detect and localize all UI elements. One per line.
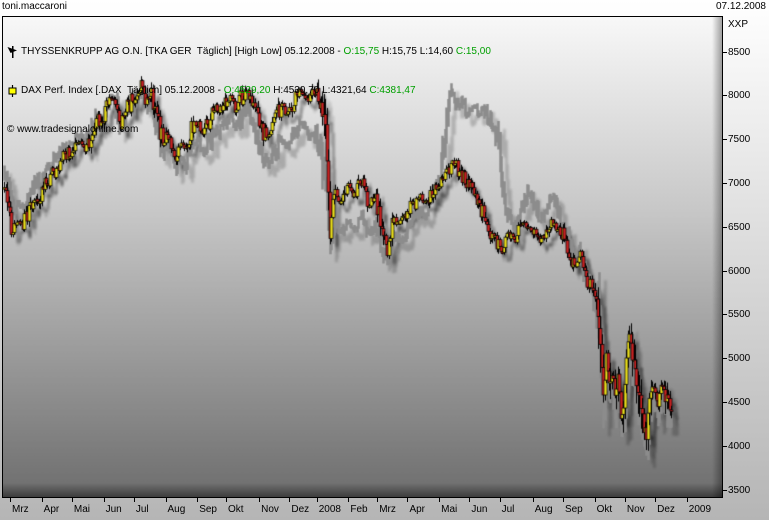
time-axis-label-Dez: Dez [291,504,310,515]
legend-row-copyright[interactable]: © www.tradesignalonline.com [7,123,491,136]
price-axis-unit-label: XXP [728,19,749,30]
legend-row-dax[interactable]: DAX Perf. Index [.DAX Täglich] 05.12.200… [7,84,491,97]
legend-segment: H:15,75 L:14,60 [381,46,456,57]
legend-text-thyssenkrupp: THYSSENKRUPP AG O.N. [TKA GER Täglich] [… [21,45,491,58]
time-axis-label-Feb: Feb [350,504,368,515]
copyright-label: © www.tradesignalonline.com [7,124,139,135]
time-axis-label-Jul: Jul [501,504,515,515]
price-axis-tick-7500: 7500 [722,134,750,146]
time-axis-label-Jun: Jun [471,504,488,515]
legend-segment: C:15,00 [455,46,491,57]
time-axis-label-Apr: Apr [409,504,425,515]
time-axis-tickmark [377,498,379,502]
candlestick-series-icon [8,84,17,97]
legend-segment: THYSSENKRUPP AG O.N. [TKA GER Täglich] [… [21,46,344,57]
time-axis-tickmark [439,498,441,502]
time-axis-label-Nov: Nov [261,504,279,515]
time-axis-tickmark [289,498,291,502]
time-axis-tickmark [316,498,318,502]
price-axis[interactable]: XXP 8500 8000 7500 7000 6500 6000 5500 5000 4500… [722,16,769,498]
time-axis-label-Mai: Mai [73,504,91,515]
time-axis-label-2009: 2009 [688,504,712,515]
time-axis-tickmark [499,498,501,502]
time-axis-tickmark [655,498,657,502]
time-axis-tickmark [469,498,471,502]
time-axis-label-Aug: Aug [167,504,186,515]
legend-segment: C:4381,47 [369,85,416,96]
time-axis-tickmark [41,498,43,502]
legend-segment: DAX Perf. Index [.DAX Täglich] 05.12.200… [21,85,224,96]
legend-text-dax: DAX Perf. Index [.DAX Täglich] 05.12.200… [21,84,416,97]
time-axis-tickmark [348,498,350,502]
legend-segment: H:4530,70 L:4321,64 [273,85,370,96]
time-axis-tickmark [103,498,105,502]
chart-legend: THYSSENKRUPP AG O.N. [TKA GER Täglich] [… [7,19,491,162]
price-axis-tick-4500: 4500 [722,396,750,408]
time-axis-tickmark [407,498,409,502]
legend-row-thyssenkrupp[interactable]: THYSSENKRUPP AG O.N. [TKA GER Täglich] [… [7,45,491,58]
username-label: toni.maccaroni [2,1,68,12]
time-axis-tickmark [133,498,135,502]
price-axis-tick-6500: 6500 [722,221,750,233]
legend-segment: O:4529,20 [223,85,274,96]
price-axis-tick-8000: 8000 [722,90,750,102]
time-axis-label-2008: 2008 [318,504,341,515]
time-axis-label-Nov: Nov [626,504,645,515]
price-axis-tick-4000: 4000 [722,440,750,452]
time-axis-tickmark [532,498,534,502]
price-axis-tick-8500: 8500 [722,46,750,58]
time-axis-tickmark [562,498,564,502]
time-axis-label-Mrz: Mrz [379,504,396,515]
time-axis-tickmark [71,498,73,502]
time-axis[interactable]: Mrz Apr Mai Jun Jul Aug Sep Okt Nov Dez 2008 Feb Mrz… [0,498,769,520]
time-axis-tickmark [624,498,626,502]
time-axis-tickmark [197,498,199,502]
current-date-label: 07.12.2008 [715,1,766,12]
price-axis-tick-5000: 5000 [722,353,750,365]
time-axis-label-Apr: Apr [43,504,60,515]
time-axis-label-Sep: Sep [564,504,583,515]
time-axis-label-Mrz: Mrz [12,504,29,515]
time-axis-label-Jun: Jun [105,504,122,515]
price-axis-tick-7000: 7000 [722,177,750,189]
plot-area: THYSSENKRUPP AG O.N. [TKA GER Täglich] [… [2,16,723,498]
price-axis-tick-6000: 6000 [722,265,750,277]
time-axis-tickmark [259,498,261,502]
time-axis-label-Sep: Sep [199,504,217,515]
time-axis-label-Dez: Dez [657,504,675,515]
legend-segment: O:15,75 [343,46,382,57]
time-axis-tickmark [10,498,11,502]
time-axis-label-Aug: Aug [534,504,553,515]
time-axis-tickmark [594,498,596,502]
price-axis-tick-5500: 5500 [722,309,750,321]
price-chart-canvas[interactable] [3,17,722,497]
time-axis-tickmark [226,498,227,502]
time-axis-label-Jul: Jul [135,504,149,515]
time-axis-label-Okt: Okt [228,504,244,515]
titlebar: toni.maccaroni 07.12.2008 [0,0,769,15]
time-axis-label-Okt: Okt [596,504,613,515]
time-axis-tickmark [686,498,688,502]
price-axis-tick-3500: 3500 [722,484,750,496]
time-axis-tickmark [165,498,167,502]
highlow-series-icon [7,45,17,58]
time-axis-label-Mai: Mai [441,504,458,515]
